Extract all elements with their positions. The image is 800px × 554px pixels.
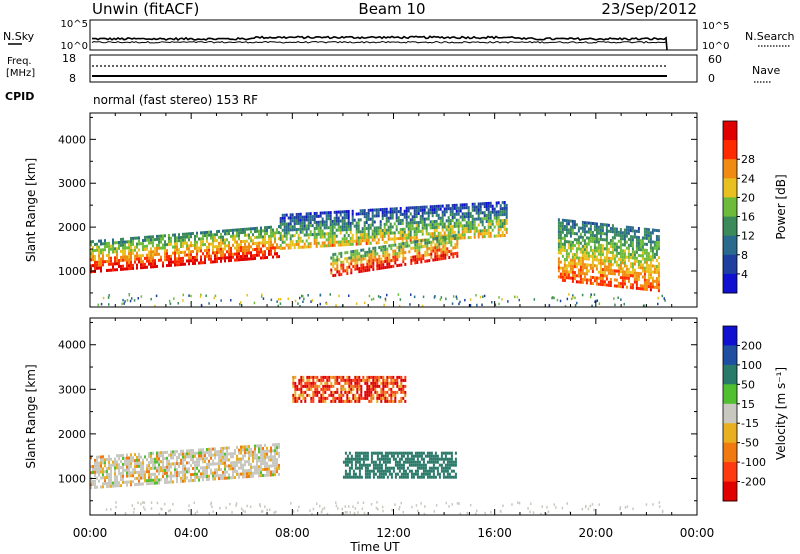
time-axis: 00:00 04:00 08:00 12:00 16:00 20:00 00:00 [73,526,715,540]
date-title: 23/Sep/2012 [601,0,697,18]
station-title: Unwin (fitACF) [92,0,199,18]
y-tick-label: 3000 [58,177,86,190]
ground-speckle [97,293,666,308]
colorbar-segment [723,178,737,198]
colorbar-segment [723,159,737,179]
colorbar-segment [723,326,737,346]
noise-right-tick-top: 10^5 [702,21,729,32]
noise-search-series [91,40,667,44]
colorbar-label: Power [dB] [774,174,788,239]
noise-right-label: N.Search [745,30,795,43]
panel-frame [89,317,698,516]
colorbar: 4 8 12 16 20 24 28 Power [dB] [722,120,788,294]
colorbar-segment [723,254,737,275]
colorbar-segment [723,403,737,424]
colorbar-tick-label: -15 [741,417,759,430]
beam-title: Beam 10 [358,0,425,18]
colorbar-segment [723,384,737,405]
data-patch [90,442,280,490]
x-axis-label: Time UT [349,540,400,554]
colorbar-tick-label: -100 [741,456,766,469]
colorbar-segment [723,442,737,463]
colorbar-tick-label: 16 [741,211,755,224]
colorbar-segment [723,481,737,502]
noise-left-tick-bottom: 10^0 [61,41,88,52]
x-tick-label: 00:00 [73,526,108,540]
colorbar-tick-label: 50 [741,378,755,391]
x-tick-label: 04:00 [174,526,209,540]
colorbar-segment [723,364,737,385]
x-tick-label: 16:00 [477,526,512,540]
colorbar-tick-label: -50 [741,437,759,450]
noise-left-label: N.Sky [3,30,35,43]
y-tick-label: 1000 [58,265,86,278]
colorbar-tick-label: 4 [741,268,748,281]
nave-tick-top: 60 [708,53,722,66]
x-tick-label: 08:00 [275,526,310,540]
colorbar-segment [723,273,737,294]
colorbar: 200 100 50 15 -15 -50 -100 -200 Velocity [m s⁻¹] [722,325,788,502]
y-tick-label: 4000 [58,339,86,352]
freq-panel-frame [89,54,698,83]
colorbar-segment [723,423,737,444]
freq-panel: Freq. [MHz] 18 8 60 0 Nave [6,52,780,85]
colorbar-segment [723,121,737,141]
power-panel: 1000 2000 3000 4000 Slant Range [km] 4 8 12 16 20… [24,112,788,308]
nave-label: Nave [752,64,780,77]
colorbar-segment [723,345,737,366]
freq-label-1: Freq. [7,56,32,67]
data-patch [330,234,459,278]
data-patch [90,225,280,274]
colorbar-tick-label: 24 [741,172,755,185]
colorbar-frame [722,325,738,502]
cpid-text: normal (fast stereo) 153 RF [93,93,258,107]
x-tick-label: 12:00 [376,526,411,540]
data-patch [557,218,660,293]
nave-tick-bottom: 0 [708,72,715,85]
colorbar-segment [723,197,737,217]
colorbar-tick-label: 200 [741,339,762,352]
colorbar-tick-label: 20 [741,191,755,204]
freq-label-2: [MHz] [6,68,35,79]
colorbar-tick-label: -200 [741,476,766,489]
noise-panel-frame [89,19,698,51]
noise-right-tick-bottom: 10^0 [702,41,729,52]
data-patch [292,375,407,403]
data-patch [342,451,457,479]
ground-speckle [105,501,664,516]
y-tick-label: 2000 [58,428,86,441]
x-tick-label: 00:00 [680,526,715,540]
y-tick-label: 3000 [58,383,86,396]
colorbar-segment [723,140,737,160]
y-tick-label: 4000 [58,133,86,146]
colorbar-tick-label: 100 [741,359,762,372]
colorbar-segment [723,462,737,482]
noise-left-tick-top: 10^5 [61,19,88,30]
colorbar-tick-label: 15 [741,398,755,411]
cpid-label: CPID [5,90,34,103]
noise-sky-series [92,35,668,51]
y-axis-label: Slant Range [km] [24,158,38,262]
colorbar-tick-label: 12 [741,230,755,243]
colorbar-tick-label: 8 [741,249,748,262]
colorbar-segment [723,235,737,256]
freq-tick-top: 18 [62,52,76,65]
colorbar-label: Velocity [m s⁻¹] [774,367,788,460]
data-patch [279,201,508,250]
y-axis-label: Slant Range [km] [24,364,38,468]
x-tick-label: 20:00 [579,526,614,540]
colorbar-frame [722,120,738,294]
noise-panel: N.Sky 10^5 10^0 10^5 10^0 N.Search [3,19,795,52]
velocity-panel: 1000 2000 3000 4000 Slant Range [km] 200 100 50… [24,317,788,516]
freq-tick-bottom: 8 [69,72,76,85]
colorbar-tick-label: 28 [741,153,755,166]
y-tick-label: 1000 [58,472,86,485]
colorbar-segment [723,216,737,237]
y-tick-label: 2000 [58,221,86,234]
